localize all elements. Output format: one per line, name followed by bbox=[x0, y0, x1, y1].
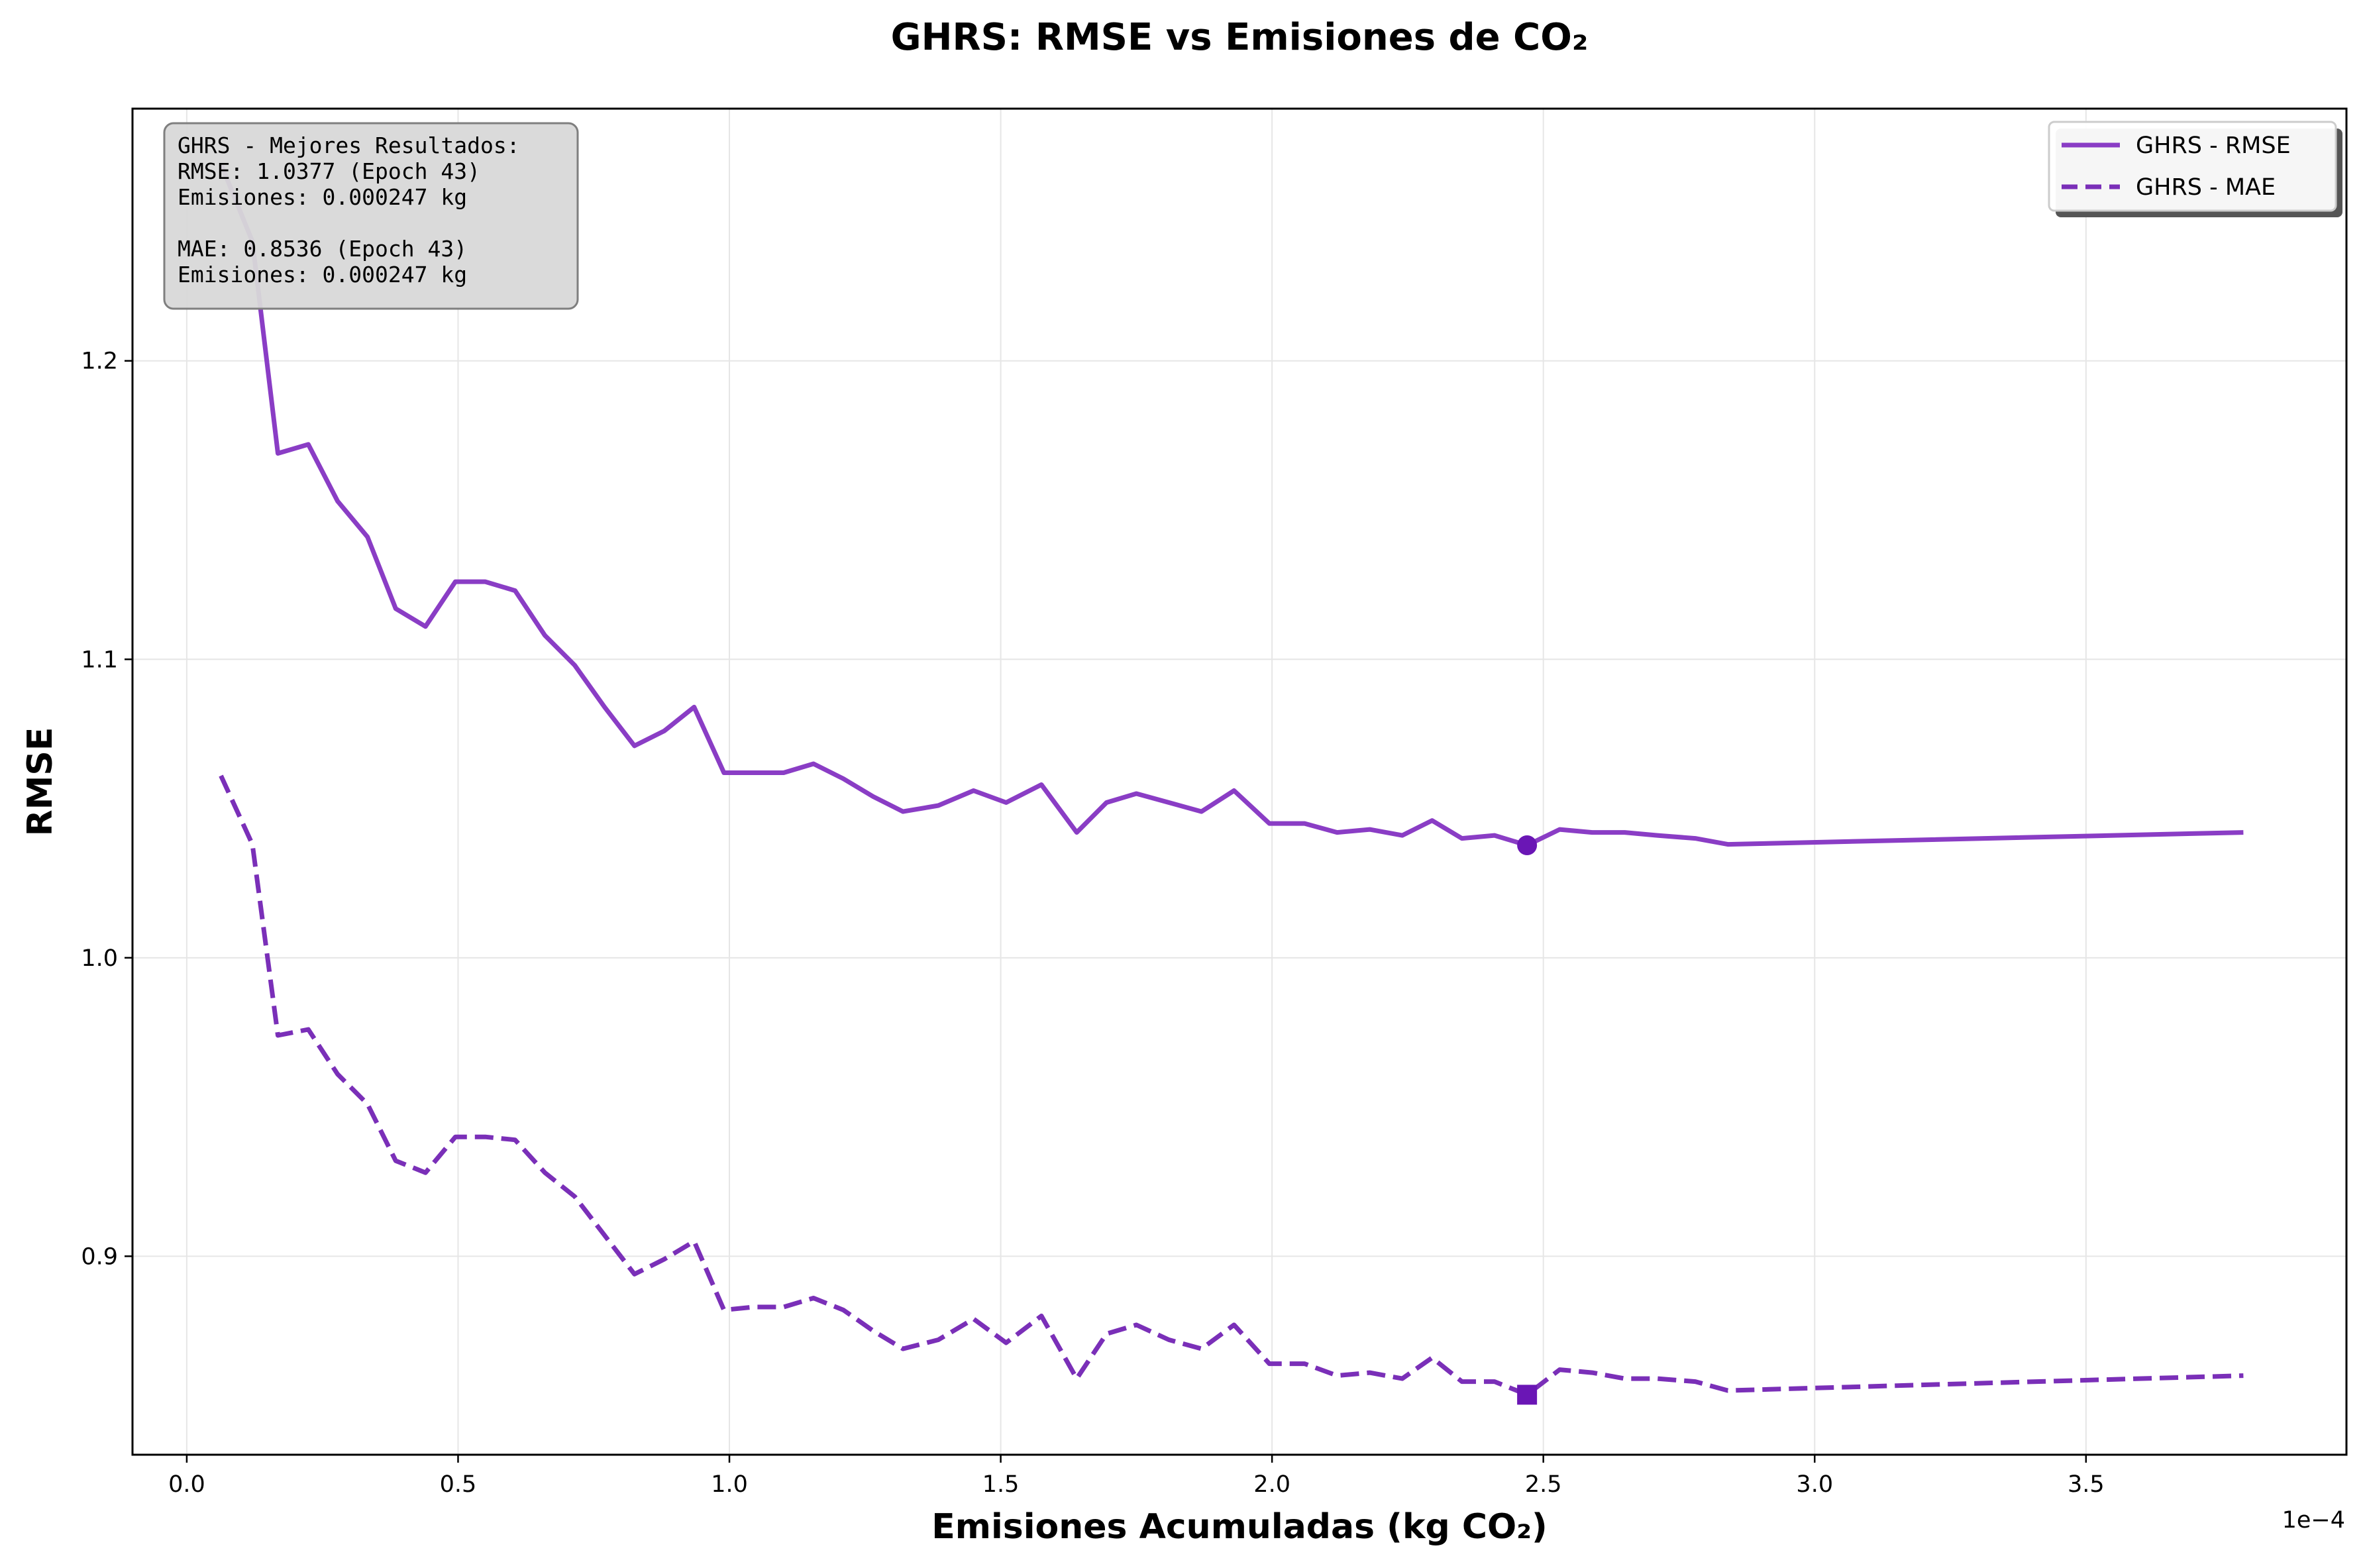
x-tick-label: 3.5 bbox=[2068, 1471, 2105, 1498]
best-markers bbox=[1517, 835, 1538, 1405]
y-tick-label: 1.0 bbox=[81, 945, 118, 972]
chart-title: GHRS: RMSE vs Emisiones de CO₂ bbox=[891, 16, 1589, 59]
x-tick-label: 3.0 bbox=[1796, 1471, 1833, 1498]
series-layer bbox=[219, 163, 2244, 1397]
annotation-box bbox=[163, 122, 579, 310]
series-line-mae bbox=[219, 774, 2244, 1397]
y-tick-label: 1.1 bbox=[81, 647, 118, 673]
x-tick-label: 1.5 bbox=[982, 1471, 1020, 1498]
legend-entry: GHRS - MAE bbox=[2136, 174, 2276, 201]
legend-box bbox=[2048, 121, 2337, 212]
annotation-line: GHRS - Mejores Resultados: bbox=[178, 132, 520, 158]
y-tick-label: 0.9 bbox=[81, 1243, 118, 1270]
best-rmse-marker bbox=[1517, 835, 1538, 855]
y-axis-ticks: 0.9 1.0 1.1 1.2 bbox=[81, 348, 132, 1270]
y-tick-label: 1.2 bbox=[81, 348, 118, 375]
grid-lines bbox=[132, 109, 2346, 1455]
x-tick-label: 2.0 bbox=[1253, 1471, 1290, 1498]
best-mae-marker bbox=[1517, 1385, 1538, 1405]
x-tick-label: 1.0 bbox=[711, 1471, 748, 1498]
annotation-line: Emisiones: 0.000247 kg bbox=[178, 184, 467, 210]
legend-entry: GHRS - RMSE bbox=[2136, 132, 2291, 159]
annotation-line: MAE: 0.8536 (Epoch 43) bbox=[178, 236, 467, 262]
y-axis-label: RMSE bbox=[21, 727, 60, 837]
x-axis-ticks: 0.0 0.5 1.0 1.5 2.0 2.5 3.0 3.5 bbox=[168, 1455, 2105, 1498]
x-tick-label: 2.5 bbox=[1525, 1471, 1562, 1498]
annotation-line: RMSE: 1.0377 (Epoch 43) bbox=[178, 158, 480, 184]
x-axis-label: Emisiones Acumuladas (kg CO₂) bbox=[931, 1507, 1548, 1547]
best-results-annotation: GHRS - Mejores Resultados:RMSE: 1.0377 (… bbox=[163, 122, 579, 310]
plot-area-frame bbox=[131, 107, 2348, 1456]
x-axis-offset-text: 1e−4 bbox=[2282, 1507, 2345, 1534]
annotation-line: Emisiones: 0.000247 kg bbox=[178, 262, 467, 287]
x-tick-label: 0.0 bbox=[168, 1471, 205, 1498]
series-line-rmse bbox=[219, 163, 2244, 848]
x-tick-label: 0.5 bbox=[440, 1471, 477, 1498]
legend: GHRS - RMSE GHRS - MAE bbox=[2048, 121, 2342, 217]
